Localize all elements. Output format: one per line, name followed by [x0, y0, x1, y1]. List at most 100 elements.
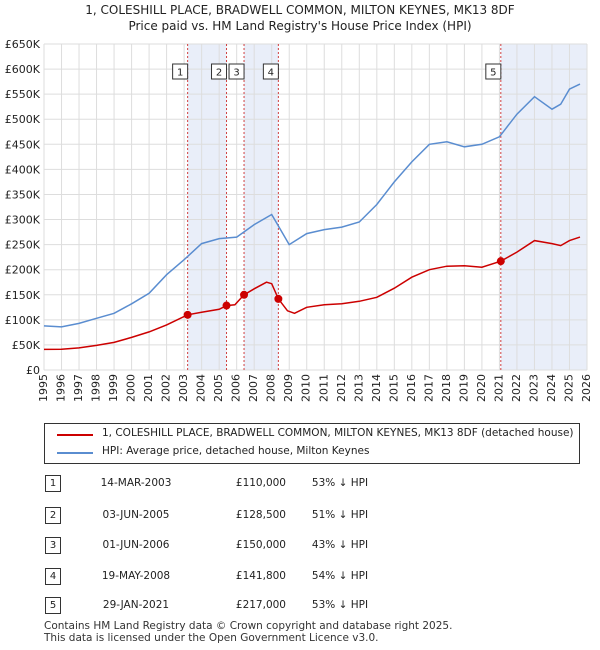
transaction-badge: 1 [45, 475, 61, 492]
x-tick-label: 2002 [160, 374, 173, 402]
x-tick-label: 2025 [562, 374, 575, 402]
transaction-marker [240, 290, 249, 299]
shaded-period [244, 44, 279, 370]
x-tick-label: 2015 [387, 374, 400, 402]
transaction-price: £150,000 [235, 539, 286, 551]
x-tick-label: 2007 [247, 374, 260, 402]
x-tick-label: 2005 [212, 374, 225, 402]
transaction-label-box [172, 63, 189, 80]
y-tick-label: £650K [5, 38, 41, 51]
y-tick-label: £600K [5, 63, 41, 76]
legend-swatch-property [57, 434, 93, 436]
y-tick-label: £200K [5, 264, 41, 277]
transaction-date: 03-JUN-2005 [102, 509, 170, 521]
legend-label-hpi: HPI: Average price, detached house, Milt… [102, 445, 370, 457]
x-tick-label: 2019 [457, 374, 470, 402]
y-tick-label: £0 [26, 364, 40, 377]
transaction-hpi-diff: 53% ↓ HPI [311, 477, 369, 489]
x-tick-label: 2000 [125, 374, 138, 402]
transaction-date: 19-MAY-2008 [101, 570, 171, 582]
x-tick-label: 2004 [195, 374, 208, 402]
x-tick-label: 2018 [440, 374, 453, 402]
x-tick-label: 2003 [177, 374, 190, 402]
table-row: 2 03-JUN-2005 £128,500 51% ↓ HPI [0, 505, 600, 527]
legend-item-hpi: HPI: Average price, detached house, Milt… [45, 444, 579, 462]
table-row: 3 01-JUN-2006 £150,000 43% ↓ HPI [0, 535, 600, 557]
x-tick-label: 1996 [55, 374, 68, 402]
transaction-label-box [485, 63, 502, 80]
transaction-price: £128,500 [235, 509, 286, 521]
transaction-price: £217,000 [235, 599, 286, 611]
table-row: 4 19-MAY-2008 £141,800 54% ↓ HPI [0, 566, 600, 588]
x-tick-label: 2016 [405, 374, 418, 402]
x-tick-label: 2014 [370, 374, 383, 402]
x-tick-label: 2023 [527, 374, 540, 402]
x-tick-label: 2010 [300, 374, 313, 402]
transaction-date: 14-MAR-2003 [100, 477, 172, 489]
transaction-label: 1 [177, 68, 183, 79]
transaction-marker [222, 301, 231, 310]
x-tick-label: 2012 [335, 374, 348, 402]
legend-item-property: 1, COLESHILL PLACE, BRADWELL COMMON, MIL… [45, 426, 579, 444]
transaction-label: 5 [490, 68, 496, 79]
transaction-date: 29-JAN-2021 [102, 599, 170, 611]
shaded-period [187, 44, 227, 370]
chart-legend: 1, COLESHILL PLACE, BRADWELL COMMON, MIL… [44, 423, 580, 464]
transaction-label: 4 [268, 68, 274, 79]
shaded-period [500, 44, 587, 370]
x-tick-label: 1995 [37, 374, 50, 402]
chart-title: 1, COLESHILL PLACE, BRADWELL COMMON, MIL… [85, 3, 515, 17]
transaction-label: 2 [216, 68, 222, 79]
x-tick-label: 2026 [580, 374, 593, 402]
x-tick-label: 2011 [317, 374, 330, 402]
transaction-badge: 5 [45, 597, 61, 614]
transaction-hpi-diff: 51% ↓ HPI [311, 509, 369, 521]
transaction-label-box [228, 63, 245, 80]
y-tick-label: £500K [5, 113, 41, 126]
y-tick-label: £50K [12, 339, 41, 352]
transaction-date: 01-JUN-2006 [102, 539, 170, 551]
copyright-notice: Contains HM Land Registry data © Crown c… [44, 620, 453, 632]
x-tick-label: 2020 [475, 374, 488, 402]
x-tick-label: 1997 [72, 374, 85, 402]
x-tick-label: 2006 [230, 374, 243, 402]
x-tick-label: 2022 [510, 374, 523, 402]
transaction-price: £110,000 [235, 477, 286, 489]
transaction-badge: 3 [45, 537, 61, 554]
transaction-label-box [211, 63, 228, 80]
y-tick-label: £350K [5, 188, 41, 201]
transaction-badge: 4 [45, 568, 61, 585]
x-tick-label: 1999 [107, 374, 120, 402]
transaction-label-box [262, 63, 279, 80]
licence-notice: This data is licensed under the Open Gov… [44, 632, 379, 644]
y-tick-label: £550K [5, 88, 41, 101]
x-tick-label: 2013 [352, 374, 365, 402]
legend-label-property: 1, COLESHILL PLACE, BRADWELL COMMON, MIL… [102, 427, 574, 439]
transaction-label: 3 [233, 68, 239, 79]
transaction-hpi-diff: 43% ↓ HPI [311, 539, 369, 551]
y-tick-label: £150K [5, 289, 41, 302]
x-tick-label: 1998 [90, 374, 103, 402]
chart-subtitle: Price paid vs. HM Land Registry's House … [128, 19, 472, 33]
y-tick-label: £100K [5, 314, 41, 327]
transaction-hpi-diff: 54% ↓ HPI [311, 570, 369, 582]
x-tick-label: 2021 [492, 374, 505, 402]
transaction-marker [183, 310, 192, 319]
table-row: 1 14-MAR-2003 £110,000 53% ↓ HPI [0, 473, 600, 495]
transaction-marker [496, 257, 505, 266]
y-tick-label: £450K [5, 138, 41, 151]
x-tick-label: 2017 [422, 374, 435, 402]
transaction-badge: 2 [45, 507, 61, 524]
table-row: 5 29-JAN-2021 £217,000 53% ↓ HPI [0, 595, 600, 617]
x-tick-label: 2024 [545, 374, 558, 402]
y-tick-label: £400K [5, 163, 41, 176]
transaction-price: £141,800 [235, 570, 286, 582]
x-tick-label: 2009 [282, 374, 295, 402]
y-tick-label: £300K [5, 214, 41, 227]
x-tick-label: 2001 [142, 374, 155, 402]
transaction-hpi-diff: 53% ↓ HPI [311, 599, 369, 611]
hpi-line [43, 83, 581, 328]
y-tick-label: £250K [5, 239, 41, 252]
x-tick-label: 2008 [265, 374, 278, 402]
